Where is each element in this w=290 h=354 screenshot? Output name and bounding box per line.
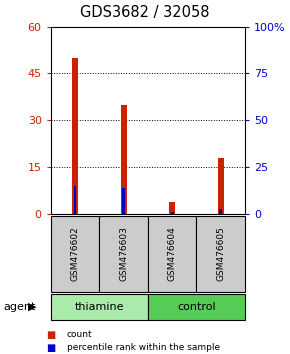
Bar (72, 58, 78, 214)
Text: count: count (67, 330, 92, 339)
Bar (169, 202, 175, 214)
Bar (171, 212, 174, 214)
Text: GSM476602: GSM476602 (70, 227, 79, 281)
Text: control: control (177, 302, 216, 312)
Text: GDS3682 / 32058: GDS3682 / 32058 (80, 5, 210, 20)
Bar (122, 188, 125, 214)
Text: GSM476604: GSM476604 (168, 227, 177, 281)
Text: GSM476605: GSM476605 (216, 227, 225, 281)
Text: ▶: ▶ (28, 302, 36, 312)
Bar (218, 158, 224, 214)
Text: percentile rank within the sample: percentile rank within the sample (67, 343, 220, 352)
Bar (74, 186, 77, 214)
Text: thiamine: thiamine (75, 302, 124, 312)
Bar (121, 105, 126, 214)
Text: ■: ■ (46, 330, 56, 339)
Text: GSM476603: GSM476603 (119, 227, 128, 281)
Bar (219, 209, 222, 214)
Text: agent: agent (3, 302, 35, 312)
Text: ■: ■ (46, 343, 56, 353)
